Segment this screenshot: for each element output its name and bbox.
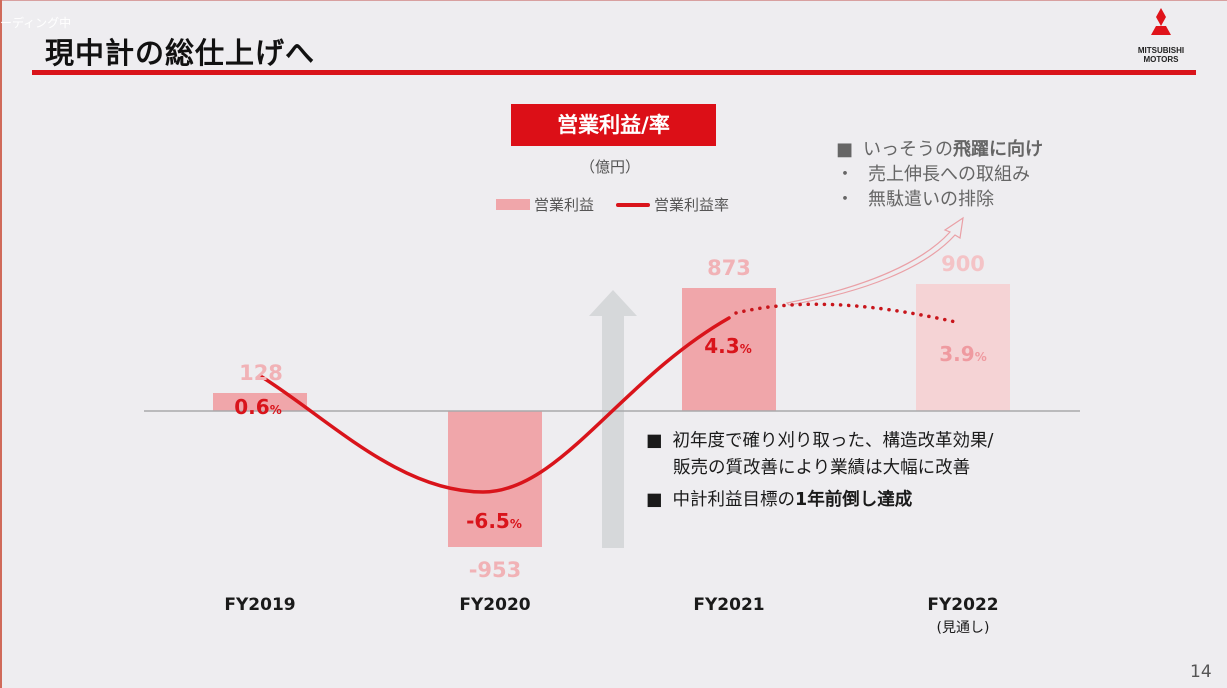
bar-value-label: -953 — [468, 558, 522, 582]
forecast-sublabel: (見通し) — [936, 620, 990, 636]
note-heading-bold: 飛躍に向け — [953, 139, 1044, 160]
bar-fy2019 — [213, 393, 307, 411]
bar-value-label: 900 — [941, 252, 985, 276]
up-arrow-icon — [589, 290, 637, 548]
margin-label: 4.3% — [704, 334, 752, 358]
note-line: 中計利益目標の — [672, 490, 796, 510]
forecast-outline-arrow-icon — [785, 216, 964, 306]
margin-line-forecast — [734, 302, 962, 325]
logo-text-2: MOTORS — [1143, 55, 1179, 64]
margin-label: 0.6% — [234, 395, 282, 419]
page-number: 14 — [1190, 662, 1212, 682]
x-axis-label: FY2021 — [693, 595, 765, 615]
legend-label-margin: 営業利益率 — [654, 196, 730, 214]
slide-title: 現中計の総仕上げへ — [45, 36, 316, 70]
achievement-note: ■ 初年度で確り刈り取った、構造改革効果/ 販売の質改善により業績は大幅に改善 ■… — [646, 428, 993, 514]
title-underline — [32, 70, 1196, 75]
margin-label: -6.5% — [466, 509, 522, 533]
margin-line — [260, 316, 731, 494]
slide-top-border — [0, 0, 1227, 1]
note-item: 無駄遣いの排除 — [868, 189, 994, 210]
three-diamonds-icon — [1151, 8, 1171, 35]
x-axis-label: FY2019 — [224, 595, 296, 615]
bar-value-label: 873 — [707, 256, 751, 280]
note-bold: 1年前倒し達成 — [795, 490, 913, 510]
note-heading-prefix: いっそうの — [863, 139, 954, 160]
x-axis-label: FY2020 — [459, 595, 531, 615]
logo-text-1: MITSUBISHI — [1137, 46, 1185, 55]
chart-title: 営業利益/率 — [511, 104, 716, 146]
dot-bullet-icon: ・ — [836, 164, 854, 185]
chart-legend: 営業利益 営業利益率 — [496, 194, 729, 215]
bar-value-label: 128 — [239, 361, 283, 385]
dot-bullet-icon: ・ — [836, 189, 854, 210]
square-bullet-icon: ■ — [836, 139, 854, 160]
note-line: 販売の質改善により業績は大幅に改善 — [673, 458, 971, 478]
margin-label-forecast: 3.9% — [939, 342, 987, 366]
future-outlook-note: ■ いっそうの飛躍に向け ・売上伸長への取組み ・無駄遣いの排除 — [836, 137, 1043, 212]
bar-fy2022 — [916, 284, 1010, 411]
note-line: 初年度で確り刈り取った、構造改革効果/ — [672, 431, 994, 451]
square-bullet-icon: ■ — [646, 431, 663, 451]
overlay-status-text: ーディング中 — [0, 16, 72, 30]
x-axis-label: FY2022 (見通し) — [903, 595, 1023, 637]
legend-label-profit: 営業利益 — [534, 196, 595, 214]
square-bullet-icon: ■ — [646, 490, 663, 510]
slide-left-border — [0, 0, 2, 688]
legend-line-swatch — [616, 202, 651, 207]
chart-unit: （億円） — [580, 158, 641, 176]
note-item: 売上伸長への取組み — [868, 164, 1030, 185]
legend-bar-swatch — [496, 199, 530, 210]
mitsubishi-logo: MITSUBISHI MOTORS — [1136, 8, 1186, 64]
